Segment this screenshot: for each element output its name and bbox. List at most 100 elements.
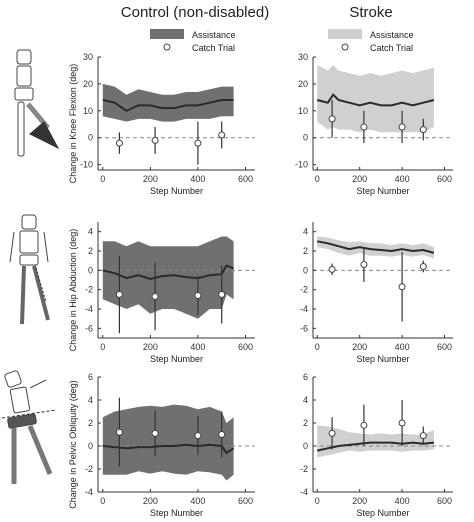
x-tick-label: 400	[395, 174, 410, 184]
legend-label-assistance: Assistance	[370, 30, 414, 40]
mean-line	[317, 240, 435, 254]
y-tick-label: 6	[88, 372, 93, 382]
mean-line	[102, 99, 234, 112]
x-tick-label: 0	[100, 496, 105, 506]
x-tick-label: 200	[352, 342, 367, 352]
catch-trial-marker	[194, 139, 202, 147]
x-tick-label: 0	[315, 496, 320, 506]
x-tick-label: 200	[352, 496, 367, 506]
y-tick-label: 20	[83, 79, 93, 89]
y-tick-label: 10	[83, 106, 93, 116]
assistance-band	[317, 65, 434, 133]
y-tick-label: -2	[300, 285, 308, 295]
x-tick-label: 600	[238, 496, 253, 506]
legend-marker-catch	[341, 43, 349, 51]
y-tick-label: 2	[303, 246, 308, 256]
y-tick-label: -6	[85, 323, 93, 333]
catch-trial-marker	[115, 428, 123, 436]
x-tick-label: 600	[238, 342, 253, 352]
x-tick-label: 600	[437, 342, 452, 352]
y-tick-label: -2	[300, 464, 308, 474]
catch-trial-marker	[398, 419, 406, 427]
x-tick-label: 400	[190, 342, 205, 352]
legend-label-assistance: Assistance	[192, 30, 236, 40]
y-tick-label: 4	[303, 227, 308, 237]
assistance-band	[102, 83, 234, 122]
x-axis-label: Step Number	[150, 508, 203, 518]
x-tick-label: 600	[437, 496, 452, 506]
y-axis-label: Change in Pelvic Obliquity (deg)	[68, 380, 78, 509]
x-axis-label: Step Number	[356, 508, 409, 518]
catch-trial-marker	[151, 136, 159, 144]
x-tick-label: 0	[100, 342, 105, 352]
y-axis-label: Change in Hip Abduction (deg)	[68, 229, 78, 352]
assistance-band	[102, 404, 234, 481]
y-tick-label: 20	[298, 79, 308, 89]
y-tick-label: -2	[85, 464, 93, 474]
assistance-band	[102, 236, 234, 319]
y-tick-label: 0	[88, 265, 93, 275]
x-tick-label: 400	[395, 342, 410, 352]
x-tick-label: 400	[190, 174, 205, 184]
y-tick-label: 6	[303, 372, 308, 382]
y-tick-label: 30	[83, 52, 93, 62]
y-tick-label: -4	[300, 304, 308, 314]
y-tick-label: 0	[303, 265, 308, 275]
x-tick-label: 600	[238, 174, 253, 184]
catch-trial-marker	[115, 291, 123, 298]
catch-trial-marker	[115, 139, 123, 147]
chart-panel-2: 0 200 400 600 -6 -4 -2 0 2 4 Step Number Change in …	[68, 222, 255, 364]
knee-flexion-figure-icon	[14, 49, 60, 157]
y-tick-label: 0	[88, 133, 93, 143]
catch-trial-marker	[328, 115, 336, 123]
y-tick-label: 2	[88, 246, 93, 256]
y-tick-label: 10	[298, 106, 308, 116]
catch-trial-marker	[419, 126, 427, 134]
y-tick-label: -4	[85, 304, 93, 314]
y-tick-label: -10	[80, 160, 93, 170]
catch-trial-marker	[419, 262, 427, 270]
legend-stroke: Assistance Catch Trial	[328, 29, 414, 53]
y-axis-label: Change in Knee Flexion (deg)	[68, 64, 78, 184]
y-tick-label: 2	[303, 418, 308, 428]
catch-trial-marker	[151, 292, 159, 300]
legend-label-catch: Catch Trial	[370, 43, 413, 53]
x-tick-label: 0	[100, 174, 105, 184]
catch-trial-marker	[194, 432, 202, 440]
chart-panel-1: 0 200 400 600 -10 0 10 20 30 Step Number	[295, 52, 453, 196]
chart-panel-4: 0 200 400 600 -4 -2 0 2 4 6 Step Number Change in P…	[68, 372, 255, 518]
y-tick-label: -2	[85, 285, 93, 295]
y-tick-label: 0	[303, 133, 308, 143]
x-tick-label: 200	[352, 174, 367, 184]
chart-panel-3: 0 200 400 600 -6 -4 -2 0 2 4 Step Number	[300, 222, 453, 364]
x-tick-label: 200	[143, 342, 158, 352]
legend-swatch-assistance	[328, 29, 362, 39]
y-tick-label: -6	[300, 323, 308, 333]
x-tick-label: 400	[395, 496, 410, 506]
x-tick-label: 0	[315, 342, 320, 352]
x-tick-label: 600	[437, 174, 452, 184]
chart-panel-0: 0 200 400 600 -10 0 10 20 30 Step Number Change in…	[68, 52, 255, 196]
col-title-stroke: Stroke	[349, 4, 392, 21]
x-tick-label: 200	[143, 174, 158, 184]
legend-marker-catch	[163, 43, 171, 51]
catch-trial-marker	[218, 291, 226, 298]
legend-label-catch: Catch Trial	[192, 43, 235, 53]
x-tick-label: 0	[315, 174, 320, 184]
y-tick-label: 2	[88, 418, 93, 428]
catch-trial-marker	[360, 123, 368, 131]
catch-trial-marker	[398, 123, 406, 131]
y-tick-label: 4	[303, 395, 308, 405]
assistance-band	[317, 425, 434, 458]
catch-trial-marker	[328, 265, 336, 273]
y-tick-label: -4	[300, 487, 308, 497]
mean-line	[316, 441, 435, 452]
x-axis-label: Step Number	[356, 354, 409, 364]
catch-trial-marker	[328, 429, 336, 437]
y-tick-label: -10	[295, 160, 308, 170]
catch-trial-marker	[360, 261, 368, 269]
pelvic-obliquity-figure-icon	[1, 370, 57, 484]
catch-trial-marker	[419, 432, 427, 440]
x-tick-label: 200	[143, 496, 158, 506]
